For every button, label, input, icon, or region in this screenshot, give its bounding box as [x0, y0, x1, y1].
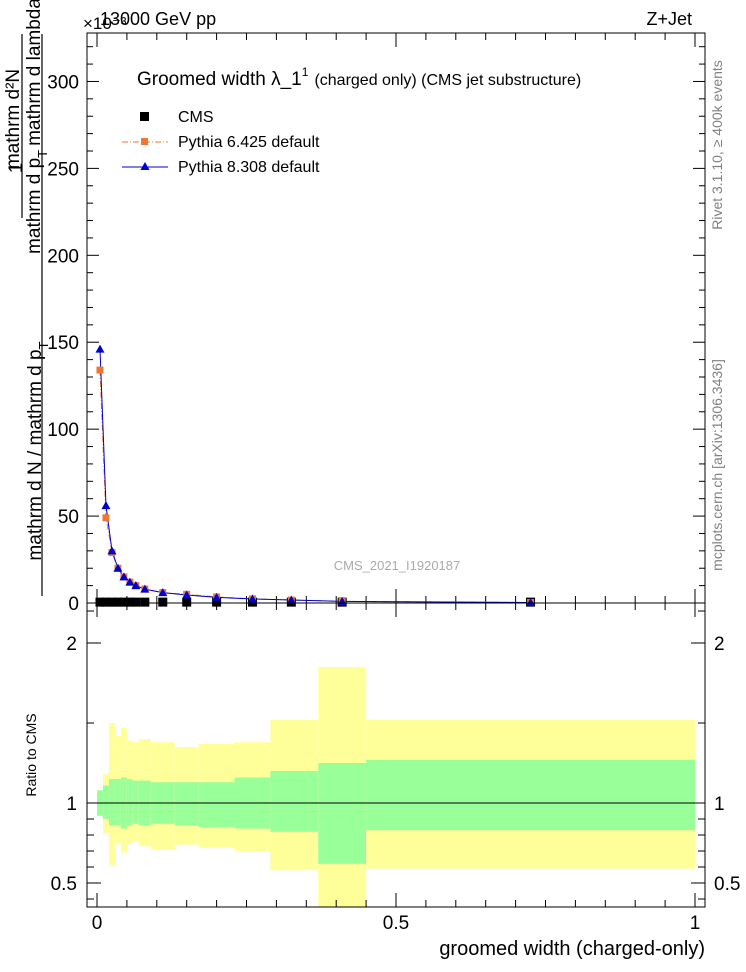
inner-band-13: [318, 763, 367, 864]
ratio-plot: 0.5 0.51 12 2 0 0.5 1 Ratio to CMS groomed wi…: [23, 602, 740, 960]
inner-band-9: [174, 782, 199, 826]
ratio-x-axis: 0 0.5 1: [92, 603, 701, 934]
main-plot: ×10⁻³ 0 50 100 150 200 250 300 Groomed width λ…: [3, 0, 706, 615]
header-process: Z+Jet: [646, 9, 692, 29]
main-ytick-label-3: 150: [47, 333, 79, 354]
pythia8-point-3: [113, 563, 123, 572]
mcplots-label: mcplots.cern.ch [arXiv:1306.3436]: [709, 359, 725, 571]
cms-point-2: [107, 597, 117, 607]
inner-band-1: [102, 785, 109, 819]
cms-point-9: [182, 597, 192, 607]
rivet-label: Rivet 3.1.10, ≥ 400k events: [709, 60, 725, 230]
pythia8-point-12: [286, 595, 296, 604]
main-ytick-label-4: 200: [47, 246, 79, 267]
inner-band-2: [108, 779, 115, 826]
pythia8-point-5: [125, 577, 135, 586]
pythia8-point-7: [140, 584, 150, 593]
y-multiplier: ×10⁻³: [83, 14, 127, 33]
inner-band-14: [366, 759, 695, 831]
ylabel-numerator: 1: [6, 163, 27, 174]
pythia8-point-6: [131, 581, 141, 590]
title-main: Groomed width λ_1: [137, 69, 302, 90]
ylabel-bottom: mathrm d pTmathrm d lambda: [24, 0, 50, 254]
main-ytick-label-2: 100: [47, 420, 79, 441]
main-ytick-label-0: 0: [68, 594, 79, 615]
inner-band-5: [126, 779, 133, 826]
inner-band-6: [132, 780, 139, 824]
title-paren: (charged only) (CMS jet substructure): [314, 72, 581, 89]
pythia6-point-0: [96, 366, 104, 374]
cms-point-10: [212, 597, 222, 607]
cms-point-1: [101, 597, 111, 607]
ratio-ytick-label-right-2: 2: [714, 634, 725, 655]
main-ytick-label-6: 300: [47, 72, 79, 93]
cms-point-8: [158, 597, 168, 607]
pythia8-point-9: [182, 590, 192, 599]
ratio-y-label: Ratio to CMS: [23, 713, 39, 796]
x-axis-label: groomed width (charged-only): [439, 938, 705, 960]
ratio-ytick-label-1: 1: [66, 794, 77, 815]
pythia8-point-8: [158, 588, 168, 597]
main-x-axis: [96, 33, 696, 603]
legend-marker-cms: [140, 112, 149, 121]
ylabel-top: mathrm d²N: [3, 69, 24, 169]
inner-band-10: [198, 782, 235, 827]
ylabel-bottom-main: mathrm d p: [24, 158, 45, 254]
ylabel-denominator-main: mathrm d N / mathrm d p: [25, 349, 46, 560]
ratio-y-axis: 0.5 0.5 1 1 2 2: [51, 610, 740, 900]
legend-label-pythia8: Pythia 8.308 default: [178, 159, 320, 176]
cms-point-5: [125, 597, 135, 607]
ratio-ytick-label-2: 2: [66, 634, 77, 655]
pythia8-point-11: [247, 594, 257, 603]
pythia8-point-10: [212, 592, 222, 601]
main-series: [95, 344, 536, 607]
series-pythia6-line: [99, 369, 531, 603]
pythia8-point-1: [101, 501, 111, 510]
main-ytick-label-1: 50: [58, 507, 79, 528]
legend-marker-pythia8: [140, 162, 150, 170]
inner-band-3: [114, 779, 121, 826]
cms-point-3: [113, 597, 123, 607]
pythia8-point-4: [119, 572, 129, 581]
pythia8-point-0: [95, 344, 105, 353]
inner-band-12: [270, 771, 319, 832]
main-ytick-label-5: 250: [47, 159, 79, 180]
ratio-xtick-label-0: 0: [92, 913, 103, 934]
main-y-label: 1 mathrm d N / mathrm d pT mathrm d²N ma…: [3, 0, 51, 596]
cms-point-4: [119, 597, 129, 607]
main-y-axis: 0 50 100 150 200 250 300: [47, 46, 705, 615]
pythia8-point-2: [107, 546, 117, 555]
ratio-ytick-label-right-0: 0.5: [714, 874, 740, 895]
ratio-ytick-label-right-1: 1: [714, 794, 725, 815]
cms-point-0: [95, 597, 105, 607]
ratio-bands: [97, 667, 695, 907]
cms-point-7: [140, 597, 150, 607]
chart-title: Groomed width λ_11 (charged only) (CMS je…: [137, 65, 581, 90]
watermark: CMS_2021_I1920187: [334, 558, 461, 573]
legend: CMS Pythia 6.425 default Pythia 8.308 de…: [122, 109, 320, 176]
ratio-xtick-label-1: 0.5: [383, 913, 409, 934]
header-energy: 13000 GeV pp: [100, 9, 216, 29]
legend-label-pythia6: Pythia 6.425 default: [178, 134, 320, 151]
ylabel-bottom-sub: T: [35, 150, 50, 158]
title-sup: 1: [302, 65, 309, 79]
ratio-ytick-label-0: 0.5: [51, 874, 77, 895]
ylabel-bottom-rest: mathrm d lambda: [24, 0, 45, 146]
pythia8-point-14: [526, 597, 536, 606]
pythia6-point-1: [102, 514, 110, 522]
legend-label-cms: CMS: [178, 109, 214, 126]
ylabel-denominator: mathrm d N / mathrm d pT: [25, 341, 51, 560]
legend-marker-pythia6: [141, 138, 148, 145]
cms-point-6: [131, 597, 141, 607]
ratio-xtick-label-2: 1: [690, 913, 701, 934]
series-pythia8-line: [99, 349, 531, 603]
ylabel-denominator-sub: T: [36, 341, 51, 349]
